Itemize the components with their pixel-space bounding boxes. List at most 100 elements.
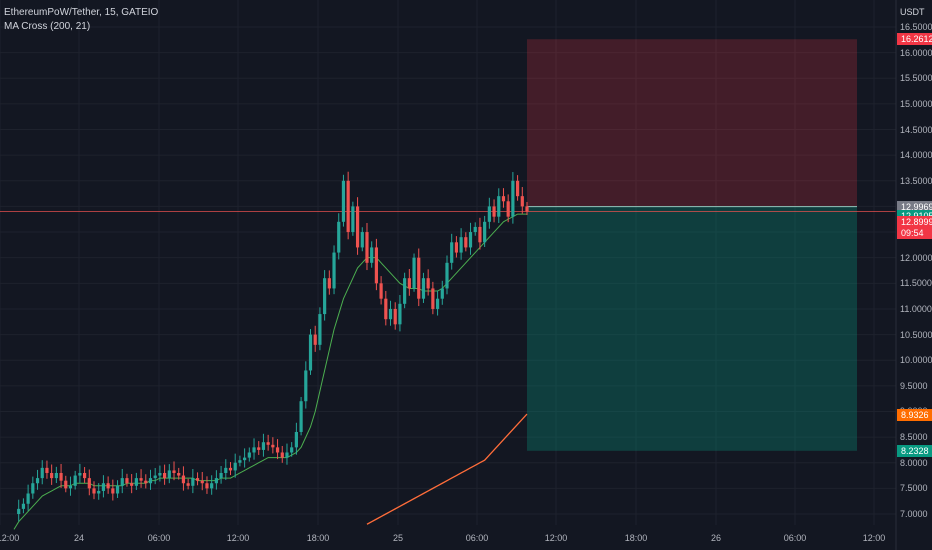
candle-body — [186, 483, 190, 486]
candle-body — [365, 232, 369, 263]
candle — [266, 434, 270, 451]
candle-body — [172, 470, 176, 473]
candle — [73, 470, 77, 490]
candle-body — [318, 314, 322, 345]
candle-body — [327, 278, 331, 289]
candle — [332, 245, 336, 295]
candle — [304, 361, 308, 409]
candle-body — [54, 472, 58, 479]
bar-countdown: 09:54 — [897, 227, 932, 239]
candle — [17, 499, 21, 522]
candle — [294, 422, 298, 455]
x-tick-label: 25 — [392, 533, 404, 543]
ma200-price-tag: 8.9326 — [897, 408, 932, 421]
candle-body — [351, 206, 355, 233]
candle-body — [313, 334, 317, 345]
candle — [115, 480, 120, 498]
candle — [158, 465, 162, 482]
candle — [21, 498, 26, 514]
candle-body — [40, 467, 44, 479]
candle — [243, 448, 247, 468]
candle — [388, 300, 393, 326]
candle — [407, 269, 411, 296]
candle — [337, 213, 341, 260]
y-tick-label: 10.0000 — [900, 355, 932, 366]
candle-body — [403, 278, 407, 304]
candle — [200, 471, 204, 491]
candle-body — [388, 308, 393, 320]
candle-body — [214, 478, 218, 484]
y-tick-label: 16.5000 — [900, 22, 932, 32]
candle-body — [153, 475, 157, 479]
candle-body — [266, 442, 270, 445]
candle-body — [111, 488, 115, 494]
candle — [374, 238, 378, 291]
candle-body — [191, 478, 195, 486]
candle — [525, 202, 529, 216]
candle-body — [290, 447, 294, 453]
candle-body — [224, 467, 228, 473]
candle-body — [92, 488, 96, 494]
candle-body — [163, 472, 167, 479]
candle-body — [261, 442, 266, 450]
candle-body — [275, 447, 280, 453]
candle — [247, 447, 251, 462]
candle-body — [35, 478, 40, 484]
y-tick-label: 8.5000 — [900, 432, 928, 443]
candle — [172, 461, 176, 481]
candle-body — [238, 460, 242, 463]
candle-body — [50, 472, 54, 479]
candle-body — [374, 247, 378, 284]
x-tick-label: 06:00 — [147, 533, 171, 543]
candle — [280, 445, 284, 463]
candle — [515, 175, 520, 201]
candle — [87, 469, 91, 496]
candle — [351, 201, 355, 236]
candle — [252, 438, 256, 460]
candle-body — [379, 283, 383, 299]
candle — [454, 236, 459, 258]
candle-body — [21, 503, 26, 509]
candle-body — [337, 221, 341, 253]
candle-body — [257, 447, 261, 450]
candle — [139, 469, 143, 488]
candle-body — [177, 472, 181, 476]
candle — [520, 187, 524, 214]
candle — [167, 464, 171, 484]
candle — [233, 453, 237, 478]
x-tick-label: 06:00 — [783, 533, 807, 543]
candle — [228, 462, 233, 476]
candle — [64, 475, 68, 493]
candle — [153, 468, 157, 485]
candle-body — [468, 232, 473, 248]
candle — [313, 325, 317, 352]
y-tick-label: 13.5000 — [900, 175, 932, 186]
chart-legend: EthereumPoW/Tether, 15, GATEIO MA Cross … — [4, 6, 158, 34]
candle — [492, 199, 496, 223]
candle — [205, 476, 209, 494]
indicator-label[interactable]: MA Cross (200, 21) — [4, 21, 91, 32]
candle — [473, 222, 477, 236]
y-tick-label: 15.5000 — [900, 73, 932, 84]
target-price-tag: 8.2328 — [897, 444, 932, 457]
candle — [125, 473, 129, 487]
candle-body — [426, 278, 430, 289]
candle-body — [195, 478, 200, 481]
candle — [370, 241, 374, 268]
candle — [421, 272, 426, 303]
candle-body — [304, 370, 308, 402]
candle-body — [355, 206, 360, 248]
candle-body — [421, 278, 426, 299]
candle-body — [280, 452, 284, 458]
symbol-title[interactable]: EthereumPoW/Tether, 15, GATEIO — [4, 7, 159, 18]
candle-body — [144, 480, 148, 484]
candle — [148, 469, 153, 490]
candle-body — [271, 444, 275, 448]
candle-body — [210, 483, 214, 489]
candle-body — [492, 206, 496, 217]
candle — [120, 468, 124, 494]
candle-body — [445, 262, 449, 289]
candle — [78, 463, 82, 483]
candle-body — [323, 278, 327, 315]
